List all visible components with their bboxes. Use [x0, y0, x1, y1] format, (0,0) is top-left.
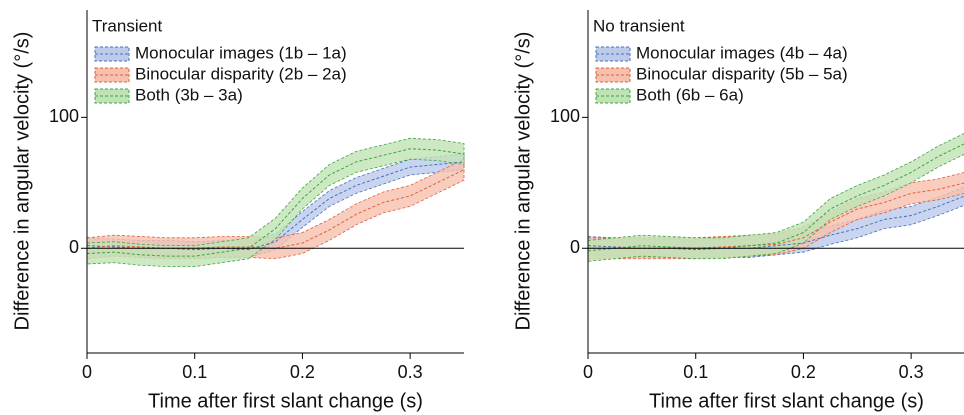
x-tick-label: 0.2 [791, 362, 816, 382]
x-axis-label: Time after first slant change (s) [649, 390, 924, 412]
x-tick-label: 0.2 [290, 362, 315, 382]
legend-label: Monocular images (4b – 4a) [636, 43, 848, 62]
legend-label: Monocular images (1b – 1a) [135, 43, 347, 62]
legend-label: Binocular disparity (5b – 5a) [636, 64, 848, 83]
panel: 0 100 0 0.1 0.2 0.3 Time after first slant cha… [512, 10, 964, 412]
chart-title: Transient [92, 16, 163, 35]
line [86, 148, 465, 257]
y-axis-label: Difference in angular velocity (°/s) [512, 32, 534, 331]
band [86, 137, 465, 267]
y-tick-label: 100 [550, 106, 580, 126]
y-tick-label: 0 [570, 237, 580, 257]
x-axis-label: Time after first slant change (s) [148, 390, 423, 412]
y-tick-label: 0 [69, 237, 79, 257]
panel: 0 100 0 0.1 0.2 0.3 Time after first slant cha… [11, 10, 465, 412]
y-tick-label: 100 [49, 106, 79, 126]
line [86, 169, 465, 249]
legend-label: Both (3b – 3a) [135, 85, 243, 104]
x-tick-label: 0.1 [182, 362, 207, 382]
line [587, 143, 964, 252]
x-tick-label: 0 [583, 362, 593, 382]
chart-title: No transient [593, 16, 685, 35]
legend-label: Both (6b – 6a) [636, 85, 744, 104]
x-tick-label: 0.1 [683, 362, 708, 382]
x-tick-label: 0.3 [398, 362, 423, 382]
legend-label: Binocular disparity (2b – 2a) [135, 64, 347, 83]
x-tick-label: 0.3 [899, 362, 924, 382]
y-axis-label: Difference in angular velocity (°/s) [11, 32, 33, 331]
x-tick-label: 0 [82, 362, 92, 382]
